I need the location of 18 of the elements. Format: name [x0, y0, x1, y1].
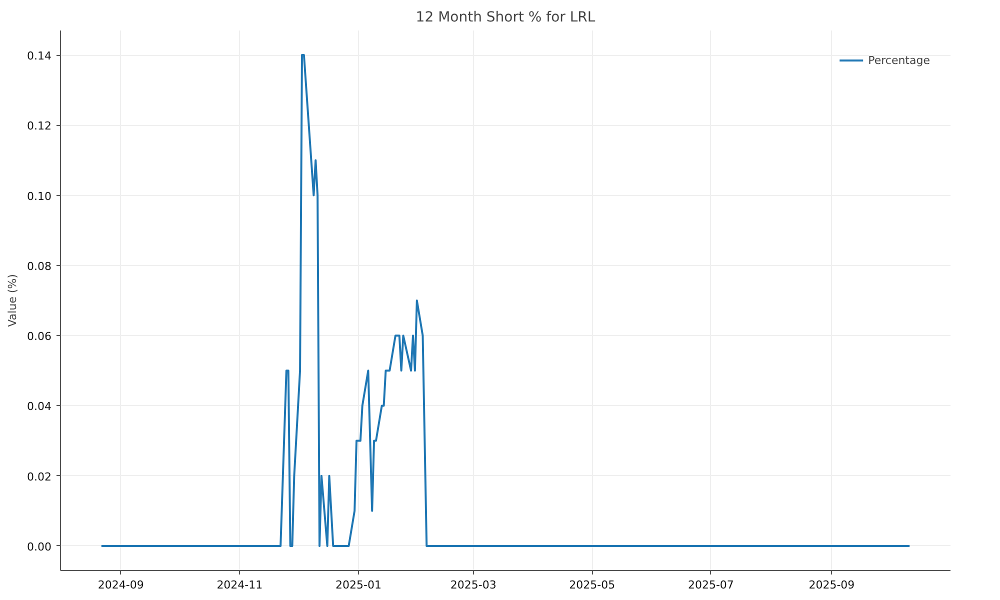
y-tick-label: 0.14	[27, 50, 52, 63]
y-tick-label: 0.04	[27, 400, 52, 414]
chart-title: 12 Month Short % for LRL	[416, 10, 596, 26]
x-tick-label: 2025-07	[688, 578, 734, 592]
y-tick-label: 0.00	[27, 540, 52, 554]
y-tick-label: 0.08	[27, 260, 52, 273]
x-tick-label: 2025-09	[808, 578, 855, 592]
y-tick-label: 0.10	[27, 190, 52, 203]
x-tick-label: 2025-05	[569, 578, 616, 592]
x-tick-label: 2025-01	[335, 578, 382, 592]
y-tick-label: 0.12	[27, 120, 52, 133]
x-tick-label: 2024-11	[216, 578, 263, 592]
y-axis-title: Value (%)	[6, 274, 20, 327]
y-tick-label: 0.06	[27, 330, 52, 344]
x-tick-label: 2025-03	[450, 578, 496, 592]
legend-label: Percentage	[868, 54, 930, 66]
y-tick-label: 0.02	[27, 470, 52, 484]
x-tick-label: 2024-09	[98, 578, 144, 592]
